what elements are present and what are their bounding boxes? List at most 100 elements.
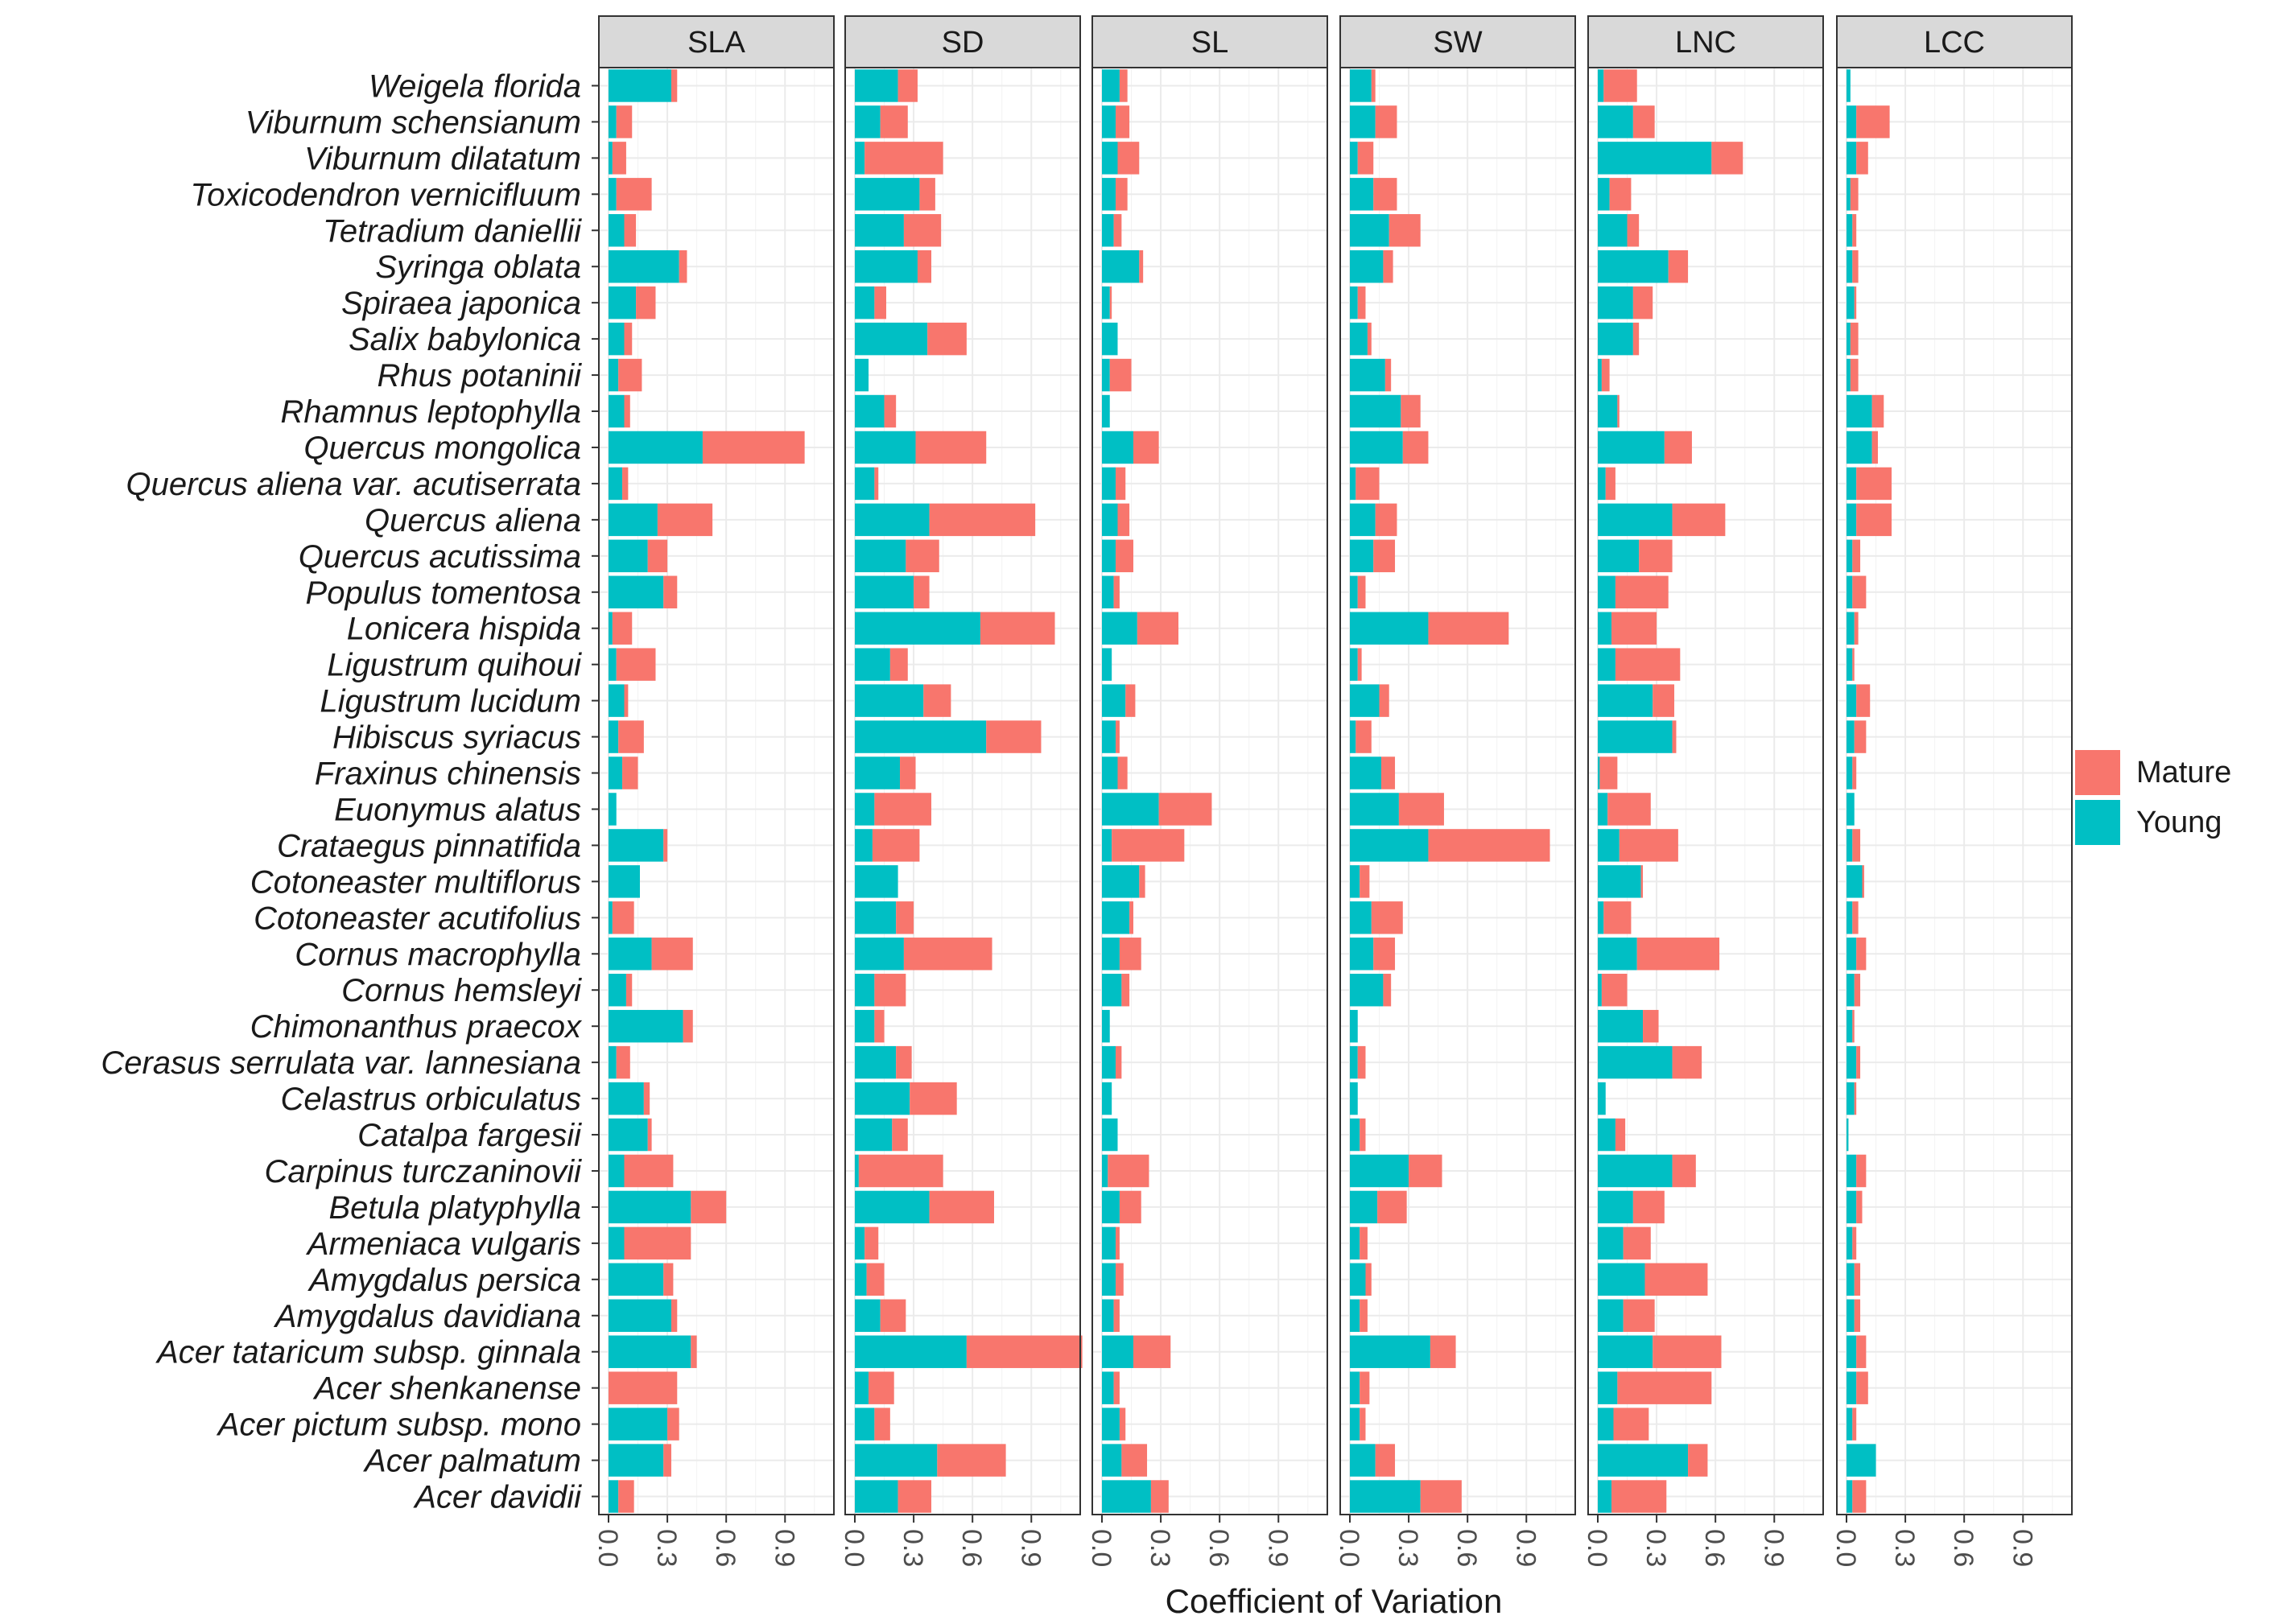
bar-lcc-young-weigela-florida [1847,69,1851,102]
bar-lcc-young-euonymus-alatus [1847,793,1855,826]
bar-sd-mature-weigela-florida [897,69,918,102]
bar-sla-mature-crataegus-pinnatifida [663,829,668,862]
bar-sw-young-betula-platyphylla [1350,1190,1378,1224]
bar-sw-mature-cornus-macrophylla [1373,938,1396,971]
panel-border-sw [1339,67,1576,1515]
panel-sla: SLA 0.0 0.3 0.6 0.9 [592,15,835,1567]
bar-sl-young-quercus-aliena [1102,503,1118,537]
bar-lcc-young-amygdalus-persica [1847,1263,1855,1296]
x-tick-label: 0.9 [1510,1529,1541,1567]
bar-lcc-young-fraxinus-chinensis [1847,756,1853,789]
x-tick-label: 0.3 [897,1529,928,1567]
x-tick-label: 0.0 [839,1529,869,1567]
bar-sl-young-toxicodendron-vernicifluum [1102,178,1116,211]
y-label-weigela-florida: Weigela florida [369,68,581,104]
bar-lcc-young-spiraea-japonica [1847,286,1855,319]
bar-lnc-mature-cornus-hemsleyi [1601,973,1628,1007]
bar-sl-young-armeniaca-vulgaris [1102,1226,1116,1260]
bar-sl-mature-quercus-aliena-var-acutiserrata [1116,467,1126,501]
bar-sla-mature-hibiscus-syriacus [618,720,644,753]
bar-lcc-young-acer-pictum-subsp-mono [1847,1408,1853,1441]
bar-sla-young-toxicodendron-vernicifluum [609,178,617,211]
panel-background-sla [599,68,834,1515]
bar-lcc-mature-chimonanthus-praecox [1852,1009,1855,1043]
bar-lcc-mature-acer-tataricum-subsp-ginnala [1856,1335,1867,1368]
bar-sw-young-carpinus-turczaninovii [1350,1154,1409,1188]
bar-lcc-mature-acer-pictum-subsp-mono [1852,1408,1857,1441]
x-axis-lcc: 0.0 0.3 0.6 0.9 [1830,1515,2037,1567]
bar-sl-mature-crataegus-pinnatifida [1112,829,1185,862]
y-label-acer-davidii: Acer davidii [413,1480,582,1515]
legend-label-young: Young [2136,806,2222,839]
bar-lnc-mature-cerasus-serrulata-var-lannesiana [1672,1045,1702,1079]
bar-sla-young-populus-tomentosa [609,575,664,609]
bar-lcc-young-acer-tataricum-subsp-ginnala [1847,1335,1857,1368]
bars-sl [1102,69,1212,1513]
bar-lcc-mature-rhus-potaninii [1850,358,1859,392]
bars-lcc [1847,69,1892,1513]
bar-sw-young-salix-babylonica [1350,322,1368,356]
bar-sd-young-populus-tomentosa [855,575,914,609]
x-tick-label: 0.9 [1262,1529,1293,1567]
bar-sla-mature-viburnum-schensianum [616,105,633,138]
bar-lnc-mature-viburnum-dilatatum [1711,142,1743,175]
bar-lnc-young-cotoneaster-multiflorus [1598,865,1641,898]
bar-sl-mature-acer-tataricum-subsp-ginnala [1133,1335,1171,1368]
bar-lcc-young-cornus-hemsleyi [1847,973,1855,1007]
bar-sla-young-hibiscus-syriacus [609,720,619,753]
bar-sw-mature-acer-tataricum-subsp-ginnala [1430,1335,1456,1368]
bar-sla-young-salix-babylonica [609,322,625,356]
bar-lnc-young-viburnum-dilatatum [1598,142,1712,175]
bar-sl-mature-cotoneaster-multiflorus [1139,865,1145,898]
bar-sl-mature-betula-platyphylla [1119,1190,1141,1224]
bar-lnc-mature-hibiscus-syriacus [1672,720,1677,753]
bar-sd-young-euonymus-alatus [855,793,875,826]
bar-sw-mature-crataegus-pinnatifida [1428,829,1550,862]
bar-lcc-mature-amygdalus-davidiana [1854,1299,1861,1333]
bar-sla-young-euonymus-alatus [609,793,617,826]
bar-sd-mature-viburnum-schensianum [880,105,908,138]
bar-sd-mature-ligustrum-quihoui [889,648,908,681]
panel-background-sl [1092,68,1327,1515]
bar-sd-young-lonicera-hispida [855,612,980,645]
y-label-quercus-mongolica: Quercus mongolica [303,431,581,466]
bar-sl-mature-lonicera-hispida [1137,612,1179,645]
bar-lnc-mature-acer-shenkanense [1617,1371,1712,1404]
bar-sl-mature-acer-pictum-subsp-mono [1119,1408,1126,1441]
bar-sla-mature-quercus-aliena [657,503,713,537]
x-tick-label: 0.0 [1086,1529,1116,1567]
panel-border-lnc [1587,67,1824,1515]
bar-sw-young-cotoneaster-acutifolius [1350,901,1372,934]
bar-sd-young-celastrus-orbiculatus [855,1082,910,1115]
bar-sd-mature-cerasus-serrulata-var-lannesiana [896,1045,912,1079]
y-label-cerasus-serrulata-var-lannesiana: Cerasus serrulata var. lannesiana [101,1045,581,1081]
bar-sla-young-quercus-aliena-var-acutiserrata [609,467,623,501]
y-label-lonicera-hispida: Lonicera hispida [347,612,581,647]
y-label-syringa-oblata: Syringa oblata [375,249,581,285]
bar-sla-young-celastrus-orbiculatus [609,1082,644,1115]
bar-sla-mature-rhus-potaninii [618,358,642,392]
bar-lcc-young-rhamnus-leptophylla [1847,394,1872,428]
bar-lnc-mature-viburnum-schensianum [1632,105,1655,138]
bar-lnc-young-hibiscus-syriacus [1598,720,1673,753]
bar-lnc-young-tetradium-daniellii [1598,214,1628,247]
x-tick-label: 0.0 [1334,1529,1364,1567]
bar-sla-young-ligustrum-quihoui [609,648,617,681]
x-tick-label: 0.9 [2007,1529,2037,1567]
bar-sla-young-cotoneaster-acutifolius [609,901,613,934]
bar-sd-young-armeniaca-vulgaris [855,1226,865,1260]
bar-sl-mature-ligustrum-lucidum [1125,684,1136,717]
bar-sd-young-amygdalus-davidiana [855,1299,881,1333]
bar-sd-young-acer-pictum-subsp-mono [855,1408,875,1441]
bar-sd-young-tetradium-daniellii [855,214,904,247]
bar-sw-young-fraxinus-chinensis [1350,756,1381,789]
bar-lnc-young-celastrus-orbiculatus [1598,1082,1606,1115]
bar-sd-mature-quercus-acutissima [906,539,939,573]
bar-lcc-young-armeniaca-vulgaris [1847,1226,1853,1260]
bar-sl-mature-quercus-aliena [1117,503,1130,537]
bars-sla [609,69,805,1513]
bar-lnc-young-acer-pictum-subsp-mono [1598,1408,1614,1441]
bar-sd-mature-celastrus-orbiculatus [910,1082,957,1115]
bar-sla-mature-toxicodendron-vernicifluum [616,178,652,211]
bar-sw-mature-hibiscus-syriacus [1356,720,1372,753]
